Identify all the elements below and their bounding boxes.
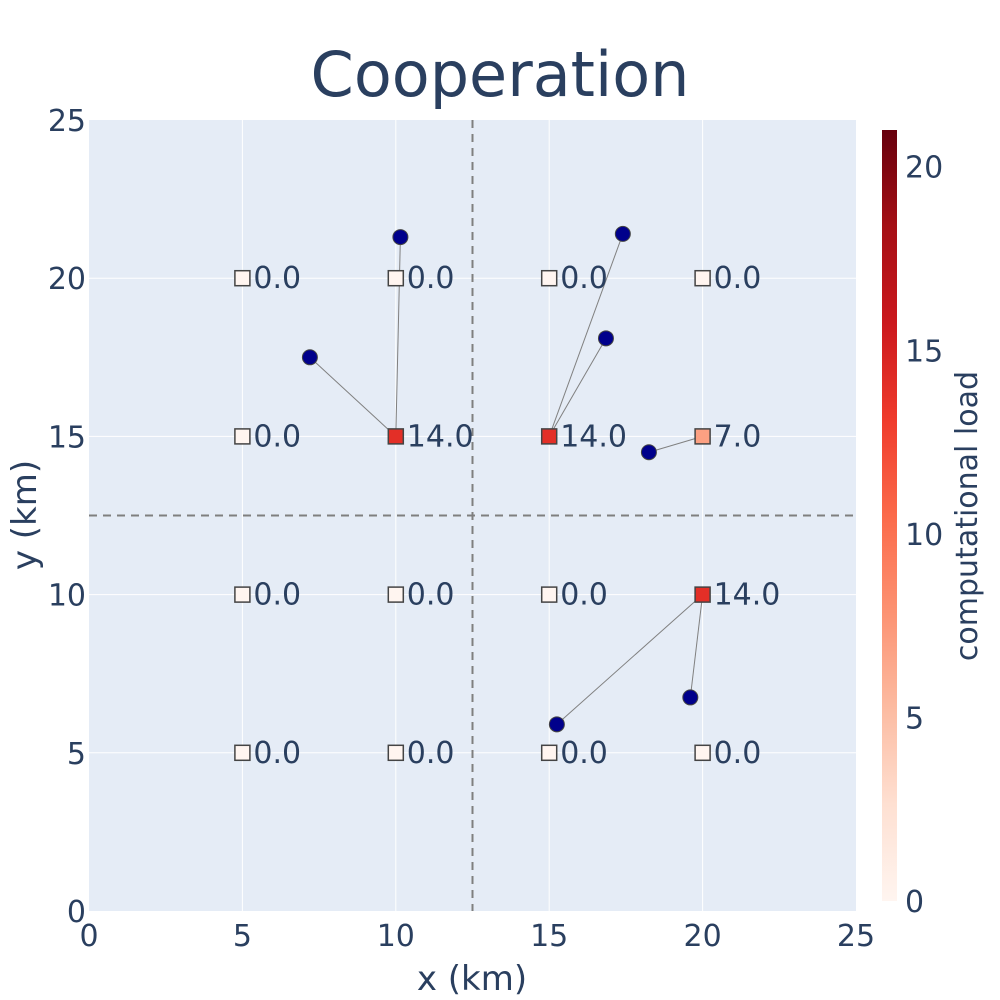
chart-title: Cooperation (311, 38, 690, 111)
user-marker (614, 225, 631, 242)
base-station-load-label: 0.0 (714, 261, 762, 296)
base-station-marker (387, 744, 405, 762)
gridlines (89, 120, 856, 911)
base-station-load-label: 0.0 (560, 261, 608, 296)
base-station-load-label: 0.0 (253, 736, 301, 771)
colorbar-tick-label: 5 (905, 701, 924, 736)
user-link (309, 356, 397, 437)
y-tick-label: 15 (48, 420, 86, 455)
base-station-marker (234, 269, 251, 287)
colorbar-tick-label: 0 (905, 885, 924, 920)
base-station-load-label: 14.0 (560, 419, 627, 454)
y-tick-label: 25 (48, 104, 86, 139)
x-tick-label: 0 (79, 919, 98, 954)
users (301, 225, 699, 733)
quadrant-dividers (89, 120, 856, 911)
base-station-marker (694, 269, 711, 287)
user-marker (682, 689, 699, 706)
base-station-marker (694, 428, 711, 445)
base-station-marker (234, 744, 251, 762)
colorbar-tick-label: 10 (905, 518, 943, 553)
y-tick-label: 10 (48, 579, 86, 614)
base-station-load-label: 0.0 (407, 261, 455, 296)
user-marker (548, 716, 565, 733)
base-stations: 0.0 0.0 0.0 0.0 0.0 14.0 14.0 7.0 0.0 0.0 0.0 14.0 0… (234, 261, 781, 771)
base-station-load-label: 14.0 (407, 419, 474, 454)
base-station-marker (540, 269, 558, 287)
axis-ticks: 0 5 10 15 20 25 0 5 10 15 20 25 (48, 104, 875, 954)
user-link (689, 594, 704, 698)
x-tick-label: 10 (377, 919, 415, 954)
base-station-marker (387, 586, 405, 603)
y-tick-label: 20 (48, 262, 86, 297)
y-tick-label: 5 (67, 737, 86, 772)
y-axis-title: y (km) (5, 460, 45, 570)
base-station-load-label: 0.0 (560, 578, 608, 613)
base-station-marker (540, 586, 558, 603)
user-marker (301, 349, 318, 366)
user-marker (597, 330, 614, 347)
base-station-load-label: 14.0 (714, 578, 781, 613)
base-station-marker (387, 269, 405, 287)
colorbar-tick-label: 15 (905, 334, 943, 369)
colorbar (882, 130, 897, 901)
user-link (548, 338, 607, 437)
base-station-load-label: 0.0 (253, 578, 301, 613)
user-marker (392, 229, 409, 246)
base-station-load-label: 0.0 (714, 736, 762, 771)
user-link (548, 233, 624, 437)
x-axis-title: x (km) (417, 959, 527, 999)
base-station-load-label: 0.0 (407, 578, 455, 613)
x-tick-label: 15 (530, 919, 568, 954)
user-marker (640, 444, 657, 461)
base-station-load-label: 0.0 (407, 736, 455, 771)
base-station-marker (694, 586, 711, 603)
base-station-marker (387, 428, 405, 445)
x-tick-label: 20 (684, 919, 722, 954)
base-station-marker (540, 744, 558, 762)
base-station-marker (694, 744, 711, 762)
base-station-load-label: 0.0 (253, 261, 301, 296)
colorbar-tick-label: 20 (905, 151, 943, 186)
y-tick-label: 0 (67, 895, 86, 930)
base-station-marker (540, 428, 558, 445)
colorbar-title: computational load (950, 371, 985, 661)
x-tick-label: 25 (837, 919, 875, 954)
user-link (556, 594, 703, 725)
base-station-load-label: 7.0 (714, 419, 762, 454)
base-station-load-label: 0.0 (560, 736, 608, 771)
base-station-load-label: 0.0 (253, 419, 301, 454)
colorbar-ticks: 0 5 10 15 20 (905, 151, 943, 920)
base-station-marker (234, 586, 251, 603)
base-station-marker (234, 428, 251, 445)
x-tick-label: 5 (233, 919, 252, 954)
user-link (648, 435, 703, 453)
